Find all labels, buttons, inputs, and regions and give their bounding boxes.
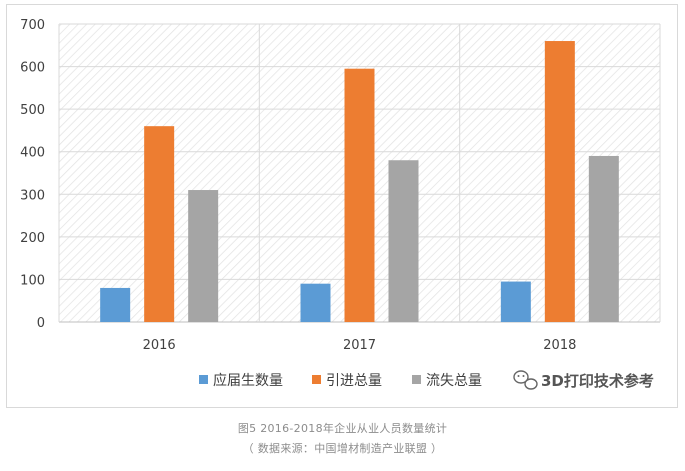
watermark: 3D打印技术参考 xyxy=(513,370,654,390)
legend-item: 应届生数量 xyxy=(199,372,283,389)
bar-2018-3 xyxy=(588,155,619,322)
legend-swatch xyxy=(312,375,321,384)
bar-2016-3 xyxy=(188,190,219,322)
y-tick-label: 500 xyxy=(20,103,45,118)
y-tick-label: 300 xyxy=(20,188,45,203)
bar-2016-1 xyxy=(100,287,131,322)
legend-item: 流失总量 xyxy=(412,373,482,389)
legend-label: 引进总量 xyxy=(326,373,382,389)
y-tick-label: 400 xyxy=(20,146,45,161)
bar-2017-2 xyxy=(344,68,375,322)
bar-2017-3 xyxy=(388,160,419,322)
y-tick-label: 200 xyxy=(20,231,45,246)
figure-caption: 图5 2016-2018年企业从业人员数量统计 xyxy=(237,422,448,435)
y-tick-label: 700 xyxy=(20,18,45,33)
bar-2016-2 xyxy=(144,126,175,323)
legend-swatch xyxy=(199,375,208,384)
bar-2018-2 xyxy=(544,41,575,323)
x-tick-label: 2017 xyxy=(343,338,376,353)
bar-2017-1 xyxy=(300,283,331,322)
y-tick-label: 0 xyxy=(37,316,45,331)
bar-2018-1 xyxy=(500,281,531,322)
x-tick-label: 2018 xyxy=(543,338,576,353)
y-tick-label: 600 xyxy=(20,61,45,76)
wechat-icon xyxy=(513,370,538,390)
bar-chart: 0 100 200 300 400 500 600 700 2016 2017 2018 应届生数… xyxy=(20,18,661,390)
y-tick-label: 100 xyxy=(20,273,45,288)
legend-label: 应届生数量 xyxy=(213,372,283,389)
legend-item: 引进总量 xyxy=(312,373,382,389)
legend-label: 流失总量 xyxy=(426,373,482,389)
watermark-text: 3D打印技术参考 xyxy=(541,372,654,390)
figure-source: （ 数据来源：中国增材制造产业联盟 ） xyxy=(242,442,443,455)
legend-swatch xyxy=(412,375,421,384)
x-tick-label: 2016 xyxy=(143,338,176,353)
